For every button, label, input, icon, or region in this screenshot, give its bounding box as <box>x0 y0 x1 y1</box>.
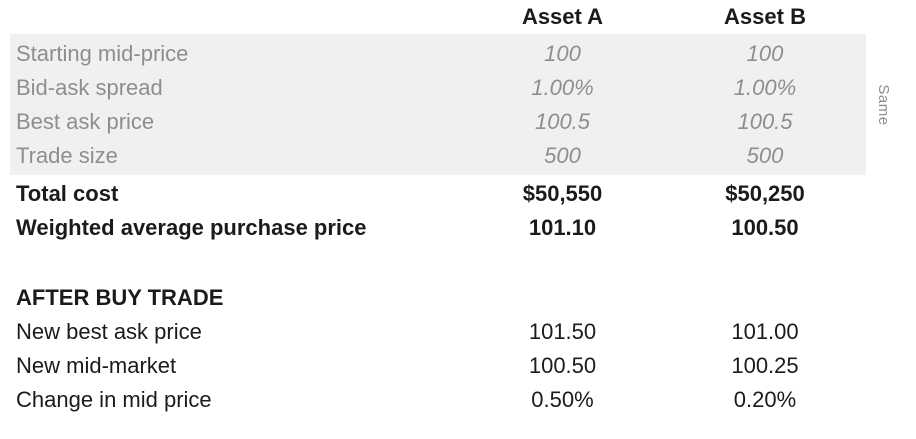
table-row-best-ask-price: Best ask price 100.5 100.5 <box>10 105 866 139</box>
asset-b-value: $50,250 <box>725 181 805 206</box>
column-header-asset-b: Asset B <box>724 4 806 29</box>
row-label: Total cost <box>16 181 119 206</box>
row-label: Bid-ask spread <box>16 75 163 100</box>
asset-a-value: 101.50 <box>528 319 597 344</box>
asset-a-value: 1.00% <box>531 75 594 100</box>
row-label: Trade size <box>16 143 118 168</box>
column-header-asset-a: Asset A <box>521 4 604 29</box>
asset-b-value: 100.5 <box>737 109 793 134</box>
table-row-change-in-mid-price: Change in mid price 0.50% 0.20% <box>10 383 916 417</box>
row-label: Change in mid price <box>16 387 212 412</box>
asset-a-value: 0.50% <box>531 387 594 412</box>
result-section: Total cost $50,550 $50,250 Weighted aver… <box>10 177 916 245</box>
table-row-weighted-average-purchase-price: Weighted average purchase price 101.10 1… <box>10 211 916 245</box>
asset-b-value: 100.50 <box>731 215 799 240</box>
row-label: Best ask price <box>16 109 155 134</box>
asset-a-value: $50,550 <box>522 181 603 206</box>
after-buy-trade-section: AFTER BUY TRADE New best ask price 101.5… <box>10 281 916 417</box>
section-heading: AFTER BUY TRADE <box>16 285 224 310</box>
asset-b-value: 1.00% <box>733 75 797 100</box>
row-label: Weighted average purchase price <box>16 215 367 240</box>
table-row-trade-size: Trade size 500 500 <box>10 139 866 173</box>
asset-b-value: 0.20% <box>733 387 797 412</box>
table-row-total-cost: Total cost $50,550 $50,250 <box>10 177 916 211</box>
table-row-new-best-ask-price: New best ask price 101.50 101.00 <box>10 315 916 349</box>
section-heading-row: AFTER BUY TRADE <box>10 281 916 315</box>
asset-b-value: 100 <box>746 41 784 66</box>
table-row-new-mid-market: New mid-market 100.50 100.25 <box>10 349 916 383</box>
table-row-bid-ask-spread: Bid-ask spread 1.00% 1.00% <box>10 71 866 105</box>
input-section: Starting mid-price 100 100 Bid-ask sprea… <box>10 34 892 175</box>
row-label: New mid-market <box>16 353 177 378</box>
table-row-starting-mid-price: Starting mid-price 100 100 <box>10 37 866 71</box>
row-label: New best ask price <box>16 319 202 344</box>
asset-a-value: 500 <box>544 143 581 168</box>
asset-b-value: 100.25 <box>731 353 799 378</box>
asset-a-value: 100 <box>544 41 581 66</box>
asset-a-value: 100.50 <box>528 353 597 378</box>
same-annotation: Same <box>875 83 892 126</box>
asset-b-value: 500 <box>746 143 784 168</box>
header-row: Asset A Asset B <box>10 0 916 34</box>
asset-b-value: 101.00 <box>731 319 799 344</box>
asset-a-value: 100.5 <box>534 109 591 134</box>
asset-a-value: 101.10 <box>528 215 597 240</box>
row-label: Starting mid-price <box>16 41 189 66</box>
